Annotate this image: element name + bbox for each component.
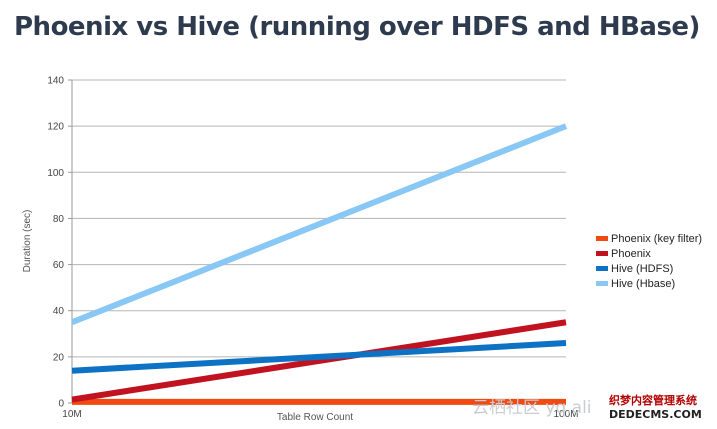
y-tick-label: 0 xyxy=(58,399,64,410)
y-tick-label: 120 xyxy=(47,122,64,133)
y-tick-label: 80 xyxy=(53,214,65,225)
legend-swatch xyxy=(596,251,608,256)
y-axis-title: Duration (sec) xyxy=(22,210,33,273)
watermark-cn-brand: 织梦内容管理系统 xyxy=(609,393,697,407)
y-tick-label: 100 xyxy=(47,168,64,179)
page-title: Phoenix vs Hive (running over HDFS and H… xyxy=(14,12,700,42)
watermark-domain: DEDECMS.COM xyxy=(609,408,702,421)
legend-label: Phoenix (key filter) xyxy=(611,233,702,245)
x-tick-label: 10M xyxy=(62,409,81,420)
series-line xyxy=(70,123,568,326)
x-axis-title: Table Row Count xyxy=(277,412,353,423)
legend-swatch xyxy=(596,266,608,271)
series-line xyxy=(71,319,567,403)
legend-label: Hive (HDFS) xyxy=(611,263,673,275)
series-line xyxy=(71,340,567,374)
legend-label: Hive (Hbase) xyxy=(611,278,675,290)
y-axis-ticks: 0 20 40 60 80 100 120 140 xyxy=(47,76,72,410)
legend-swatch xyxy=(596,281,608,286)
grid-lines xyxy=(72,79,566,358)
legend-swatch xyxy=(596,236,608,241)
x-tick-label: 100M xyxy=(553,409,578,420)
y-tick-label: 20 xyxy=(53,352,65,363)
legend-label: Phoenix xyxy=(611,248,651,260)
y-tick-label: 140 xyxy=(47,76,64,87)
x-axis-ticks: 10M 100M xyxy=(62,409,578,420)
legend: Phoenix (key filter) Phoenix Hive (HDFS) Hi… xyxy=(596,233,702,290)
y-tick-label: 60 xyxy=(53,260,65,271)
series-lines xyxy=(70,123,568,405)
y-tick-label: 40 xyxy=(53,306,65,317)
watermark-cn-site: 云栖社区 yq.ali xyxy=(472,398,592,418)
